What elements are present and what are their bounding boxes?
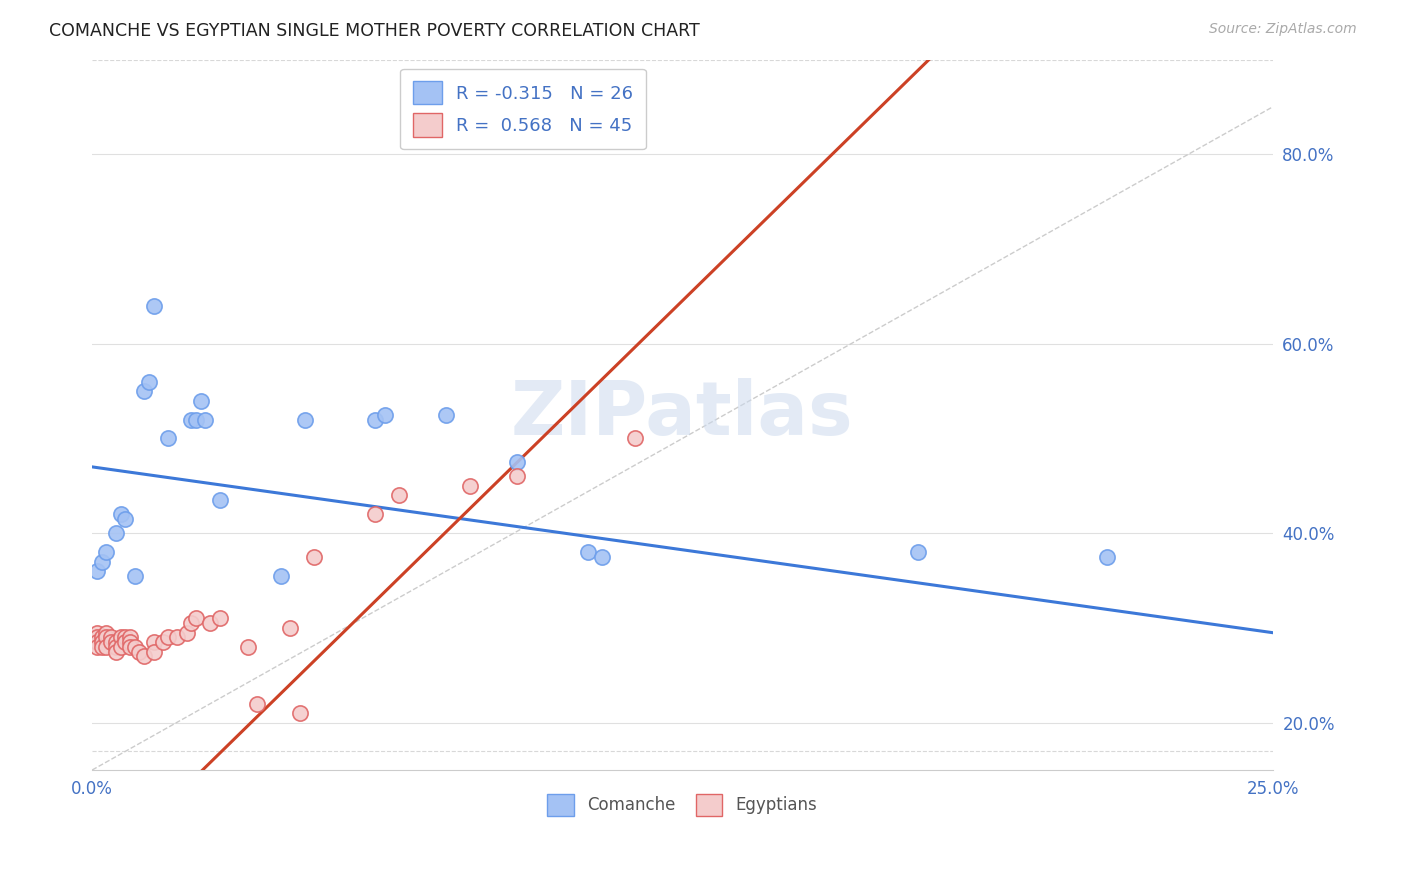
Point — [142, 299, 165, 313]
Point — [176, 625, 198, 640]
Point — [114, 631, 136, 645]
Point — [90, 631, 112, 645]
Point — [114, 635, 136, 649]
Point — [118, 635, 141, 649]
Point — [110, 508, 132, 522]
Point — [180, 616, 202, 631]
Point — [180, 412, 202, 426]
Point — [104, 640, 127, 654]
Point — [591, 549, 613, 564]
Point — [90, 635, 112, 649]
Point — [364, 508, 387, 522]
Point — [104, 635, 127, 649]
Point — [142, 635, 165, 649]
Point — [100, 631, 122, 645]
Point — [200, 616, 222, 631]
Point — [104, 644, 127, 658]
Point — [104, 526, 127, 541]
Point — [246, 697, 269, 711]
Point — [1097, 549, 1119, 564]
Point — [90, 640, 112, 654]
Point — [152, 635, 174, 649]
Point — [156, 432, 179, 446]
Text: COMANCHE VS EGYPTIAN SINGLE MOTHER POVERTY CORRELATION CHART: COMANCHE VS EGYPTIAN SINGLE MOTHER POVER… — [49, 22, 700, 40]
Point — [86, 635, 108, 649]
Point — [294, 412, 316, 426]
Text: Source: ZipAtlas.com: Source: ZipAtlas.com — [1209, 22, 1357, 37]
Point — [166, 631, 188, 645]
Point — [114, 512, 136, 526]
Point — [434, 408, 457, 422]
Point — [388, 488, 411, 502]
Point — [128, 644, 150, 658]
Point — [374, 408, 396, 422]
Point — [184, 412, 207, 426]
Point — [288, 706, 311, 721]
Point — [907, 545, 929, 559]
Point — [110, 631, 132, 645]
Point — [124, 640, 146, 654]
Point — [302, 549, 325, 564]
Point — [86, 625, 108, 640]
Point — [96, 545, 118, 559]
Point — [458, 479, 481, 493]
Point — [96, 640, 118, 654]
Point — [132, 384, 155, 398]
Point — [86, 564, 108, 578]
Point — [506, 469, 529, 483]
Point — [124, 569, 146, 583]
Point — [132, 649, 155, 664]
Point — [270, 569, 292, 583]
Point — [118, 640, 141, 654]
Point — [194, 412, 217, 426]
Point — [110, 640, 132, 654]
Point — [190, 393, 212, 408]
Point — [118, 631, 141, 645]
Point — [86, 640, 108, 654]
Point — [506, 455, 529, 469]
Point — [236, 640, 259, 654]
Point — [208, 493, 231, 508]
Legend: Comanche, Egyptians: Comanche, Egyptians — [537, 784, 827, 826]
Point — [364, 412, 387, 426]
Point — [100, 635, 122, 649]
Point — [86, 631, 108, 645]
Point — [624, 432, 647, 446]
Point — [576, 545, 599, 559]
Point — [90, 555, 112, 569]
Point — [138, 375, 160, 389]
Point — [96, 625, 118, 640]
Point — [96, 631, 118, 645]
Point — [156, 631, 179, 645]
Point — [208, 611, 231, 625]
Point — [280, 621, 302, 635]
Text: ZIPatlas: ZIPatlas — [510, 378, 853, 451]
Point — [184, 611, 207, 625]
Point — [142, 644, 165, 658]
